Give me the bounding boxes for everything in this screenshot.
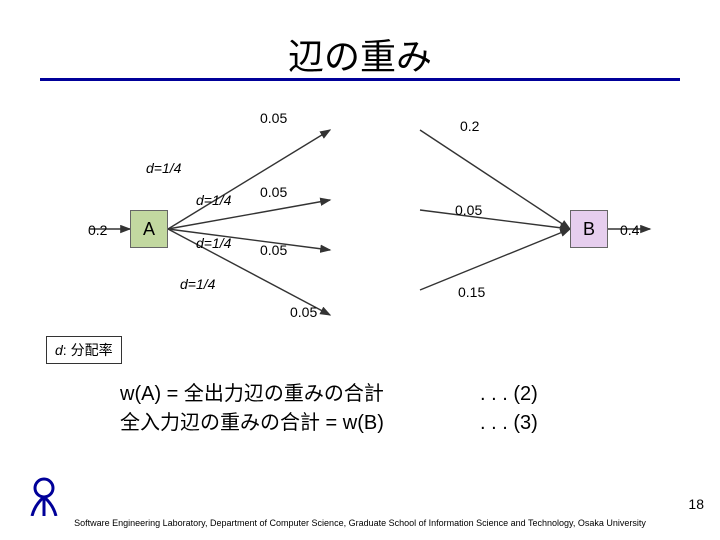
node-b-label: B [583,219,595,240]
edge-group [90,130,650,315]
edgeA-weight-2: 0.05 [260,242,287,258]
d-label-3: d=1/4 [180,276,215,292]
equation-1-rhs: . . . (2) [480,380,570,409]
title-underline [40,78,680,81]
footer-text: Software Engineering Laboratory, Departm… [0,518,720,528]
edges-svg [0,90,720,350]
logo-circle [35,479,53,497]
edgeA-weight-1: 0.05 [260,184,287,200]
page-number: 18 [688,496,704,512]
diagram-area: A 0.2 B 0.4 d=1/4 0.05 d=1/4 0.05 d=1/4 0.05 d… [0,90,720,350]
edgeA-weight-0: 0.05 [260,110,287,126]
logo-stem [32,497,56,516]
legend-d: d: 分配率 [46,336,122,364]
equation-row-2: 全入力辺の重みの合計 = w(B) . . . (3) [120,409,570,438]
edgeB-weight-0: 0.2 [460,118,479,134]
d-label-0: d=1/4 [146,160,181,176]
node-b-out-weight: 0.4 [620,222,639,238]
equation-row-1: w(A) = 全出力辺の重みの合計 . . . (2) [120,380,570,409]
edgeB-weight-2: 0.15 [458,284,485,300]
node-b: B [570,210,608,248]
slide-title: 辺の重み [0,28,720,80]
d-label-2: d=1/4 [196,235,231,251]
edgeB-weight-1: 0.05 [455,202,482,218]
osaka-logo-icon [24,476,64,516]
equation-1-lhs: w(A) = 全出力辺の重みの合計 [120,380,480,409]
legend-d-text: d: 分配率 [55,342,113,358]
equations: w(A) = 全出力辺の重みの合計 . . . (2) 全入力辺の重みの合計 =… [120,380,570,438]
node-a: A [130,210,168,248]
edgeA-weight-3: 0.05 [290,304,317,320]
equation-2-lhs: 全入力辺の重みの合計 = w(B) [120,409,480,438]
d-label-1: d=1/4 [196,192,231,208]
node-a-in-weight: 0.2 [88,222,107,238]
node-a-label: A [143,219,155,240]
equation-2-rhs: . . . (3) [480,409,570,438]
